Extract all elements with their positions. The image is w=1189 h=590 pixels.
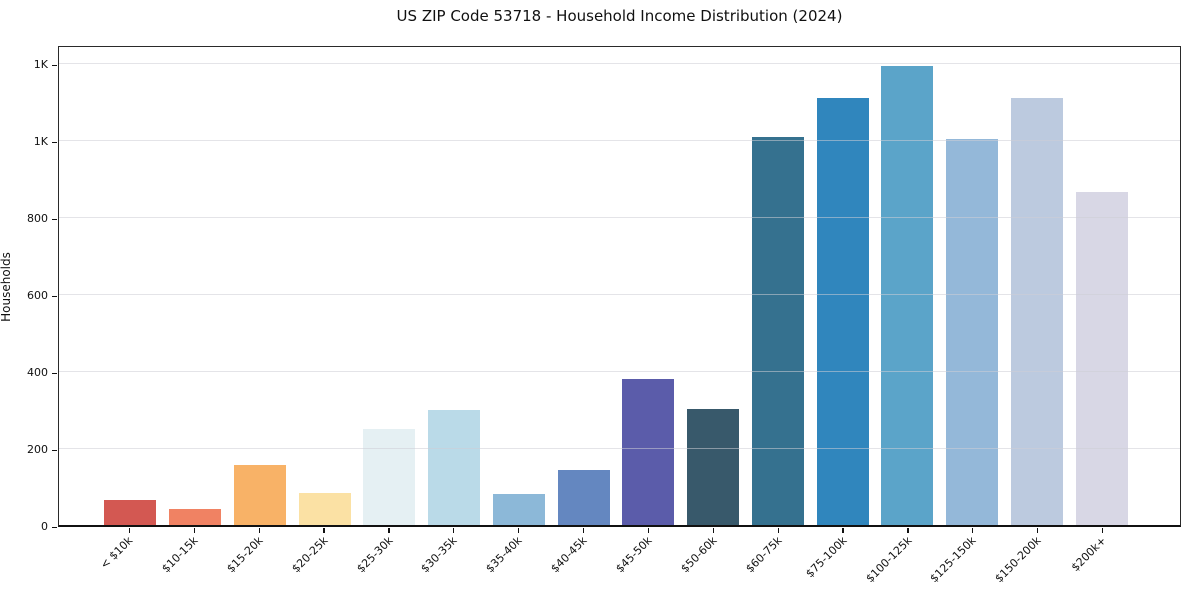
x-tick-label: $60-75k [743,534,785,576]
y-tick-mark [52,526,57,528]
bar [363,428,416,525]
x-tick-mark [323,528,325,533]
bar-slot [940,47,1005,525]
x-tick-label: $35-40k [483,534,525,576]
y-tick-mark [52,295,57,297]
x-tick-label: $10-15k [159,534,201,576]
bar-slot [422,47,487,525]
bar [104,500,157,525]
y-tick-mark [52,218,57,220]
x-tick-label: $150-200k [992,534,1044,586]
x-tick-mark [193,528,195,533]
y-tick-label: 0 [41,520,48,533]
chart-title: US ZIP Code 53718 - Household Income Dis… [396,7,843,25]
bar-slot [551,47,616,525]
x-tick-label: $45-50k [613,534,655,576]
y-tick-label: 1K [33,135,48,149]
bar-slot [487,47,552,525]
x-tick-mark [1037,528,1039,533]
x-tick-mark [388,528,390,533]
bar-slot [681,47,746,525]
x-tick-label: $30-35k [418,534,461,576]
bar [751,137,804,525]
x-tick-mark [842,528,844,533]
x-tick-label: < $10k [98,534,136,572]
y-tick-mark [52,372,57,374]
gridline [59,293,1180,295]
bar [233,465,286,525]
bars-layer [98,47,1134,525]
y-tick-label: 400 [27,366,48,380]
bar-slot [163,47,228,525]
x-tick-label: $40-45k [548,534,590,576]
x-tick-mark [582,528,585,533]
bar-slot [228,47,293,525]
x-tick-mark [647,528,650,533]
bar [1075,191,1128,525]
plot-area [58,46,1181,527]
bar-slot [1005,47,1070,525]
gridline [59,370,1180,372]
y-tick-label: 1K [33,58,48,72]
x-tick-label: $100-125k [862,534,915,586]
bar [298,493,351,525]
bar [881,66,934,525]
x-tick-mark [518,528,520,533]
bar-slot [616,47,681,525]
x-tick-label: $75-100k [803,534,850,581]
bar [687,409,740,525]
bar-slot [810,47,875,525]
bar [816,97,869,525]
bar-slot [292,47,357,525]
gridline [59,62,1180,64]
x-tick-mark [258,528,260,533]
x-tick-label: $20-25k [288,534,331,576]
y-axis-label: Households [0,252,13,322]
y-tick-mark [52,141,57,143]
x-tick-label: $15-20k [224,534,266,576]
bar [169,508,222,525]
bar [557,469,610,525]
x-tick-mark [907,528,909,533]
bar-slot [1069,47,1134,525]
x-tick-label: $50-60k [678,534,720,576]
bar [492,494,545,525]
x-tick-label: $25-30k [353,534,396,576]
x-tick-mark [128,528,131,533]
bar-slot [746,47,811,525]
x-tick-mark [1101,528,1104,533]
y-tick-label: 800 [27,212,48,226]
gridline [59,447,1180,449]
bar-slot [98,47,163,525]
bar-slot [357,47,422,525]
bar [946,139,999,525]
x-tick-mark [453,528,455,533]
x-tick-label: $200k+ [1068,534,1109,575]
x-tick-mark [777,528,779,533]
x-tick-mark [712,528,714,533]
x-tick-mark [972,528,974,533]
bar [428,410,481,525]
gridline [59,216,1180,218]
bar [622,378,675,525]
y-tick-mark [52,449,57,451]
gridline [59,139,1180,141]
y-tick-label: 600 [27,289,48,303]
y-tick-mark [52,64,57,67]
bar-slot [875,47,940,525]
y-tick-label: 200 [27,443,48,457]
x-tick-label: $125-150k [927,534,980,586]
bar [1010,97,1063,525]
